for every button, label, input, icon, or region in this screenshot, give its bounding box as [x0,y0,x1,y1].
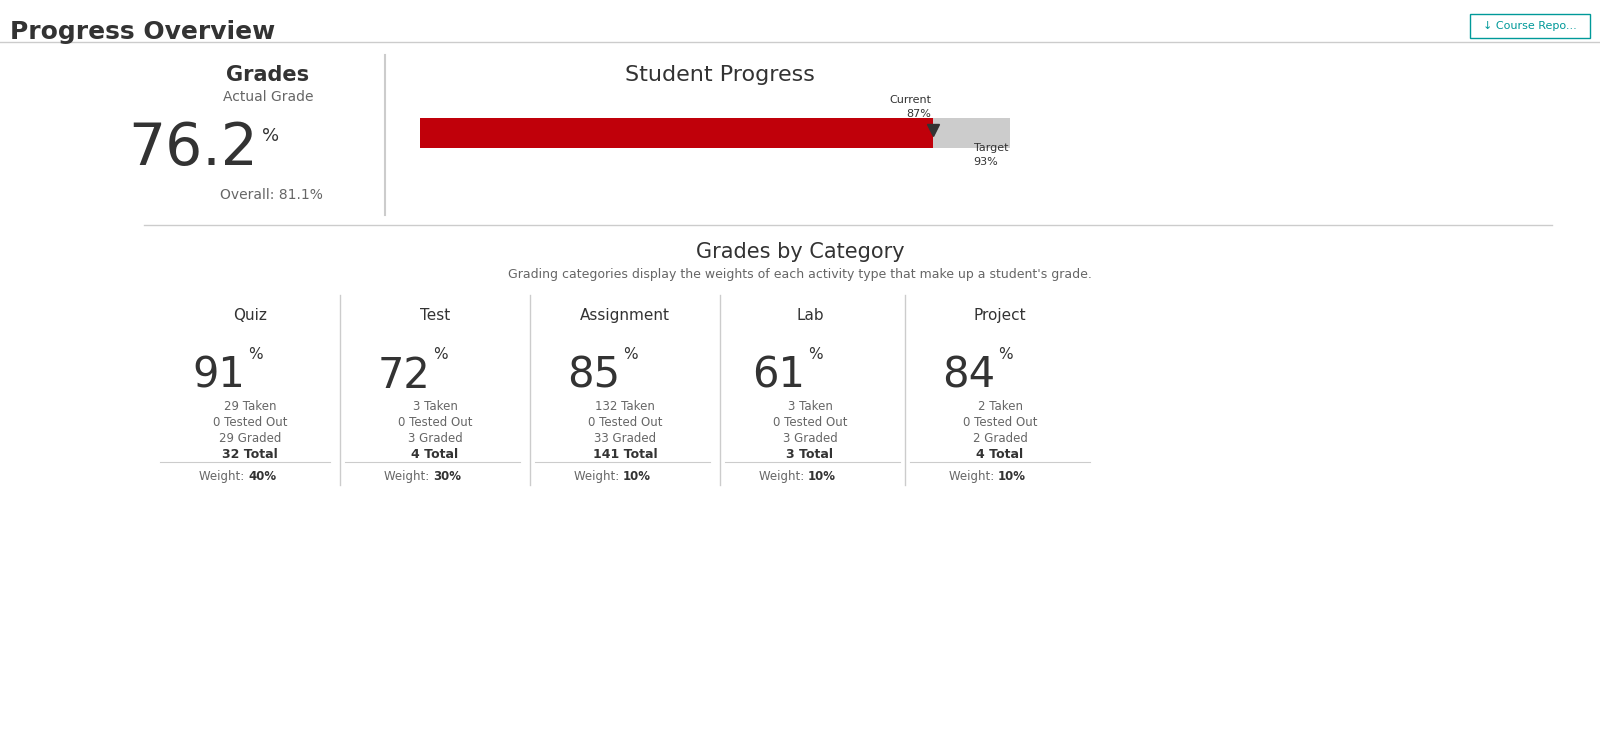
Text: 29 Taken: 29 Taken [224,400,277,413]
Text: %: % [998,347,1013,362]
Bar [419,118,1010,148]
Text: 72: 72 [378,355,430,397]
Text: Student Progress: Student Progress [626,65,814,85]
Text: 93%: 93% [974,157,998,167]
Text: 4 Total: 4 Total [976,448,1024,461]
Text: Current: Current [890,95,931,105]
Text: 40%: 40% [248,470,277,483]
Text: Weight:: Weight: [198,470,248,483]
Text: 76.2: 76.2 [128,119,258,177]
Text: Grades: Grades [227,65,309,85]
Text: 32 Total: 32 Total [222,448,278,461]
Text: 87%: 87% [907,109,931,119]
Text: 3 Taken: 3 Taken [413,400,458,413]
Text: Weight:: Weight: [758,470,808,483]
Text: Grading categories display the weights of each activity type that make up a stud: Grading categories display the weights o… [509,268,1091,281]
Text: 91: 91 [192,355,245,397]
Text: 84: 84 [942,355,995,397]
Text: 10%: 10% [622,470,651,483]
Text: 3 Total: 3 Total [787,448,834,461]
Text: %: % [262,127,278,145]
Text: Weight:: Weight: [949,470,998,483]
Text: 2 Graded: 2 Graded [973,432,1027,445]
Text: 141 Total: 141 Total [592,448,658,461]
Text: 10%: 10% [998,470,1026,483]
Text: %: % [434,347,448,362]
Text: 30%: 30% [434,470,461,483]
Text: 29 Graded: 29 Graded [219,432,282,445]
Text: Lab: Lab [797,308,824,323]
Text: 0 Tested Out: 0 Tested Out [213,416,288,429]
Text: 4 Total: 4 Total [411,448,459,461]
Text: 2 Taken: 2 Taken [978,400,1022,413]
Text: ↓ Course Repo...: ↓ Course Repo... [1483,21,1578,31]
Text: 0 Tested Out: 0 Tested Out [963,416,1037,429]
Text: %: % [622,347,638,362]
Text: Grades by Category: Grades by Category [696,242,904,262]
Text: 85: 85 [566,355,621,397]
Text: 0 Tested Out: 0 Tested Out [773,416,848,429]
Text: Progress Overview: Progress Overview [10,20,275,44]
Bar [419,118,933,148]
Text: 132 Taken: 132 Taken [595,400,654,413]
Text: 10%: 10% [808,470,835,483]
Text: %: % [248,347,262,362]
Text: Actual Grade: Actual Grade [222,90,314,104]
Text: 0 Tested Out: 0 Tested Out [587,416,662,429]
Text: 0 Tested Out: 0 Tested Out [398,416,472,429]
Text: Project: Project [974,308,1026,323]
Text: 3 Taken: 3 Taken [787,400,832,413]
Text: Target: Target [974,143,1008,153]
Text: 33 Graded: 33 Graded [594,432,656,445]
Text: 3 Graded: 3 Graded [782,432,837,445]
Bar [1470,14,1590,38]
Text: Assignment: Assignment [579,308,670,323]
Text: 3 Graded: 3 Graded [408,432,462,445]
Text: Test: Test [419,308,450,323]
Text: %: % [808,347,822,362]
Text: Weight:: Weight: [574,470,622,483]
Text: Overall: 81.1%: Overall: 81.1% [221,188,323,202]
Text: 61: 61 [752,355,805,397]
Text: Weight:: Weight: [384,470,434,483]
Text: Quiz: Quiz [234,308,267,323]
